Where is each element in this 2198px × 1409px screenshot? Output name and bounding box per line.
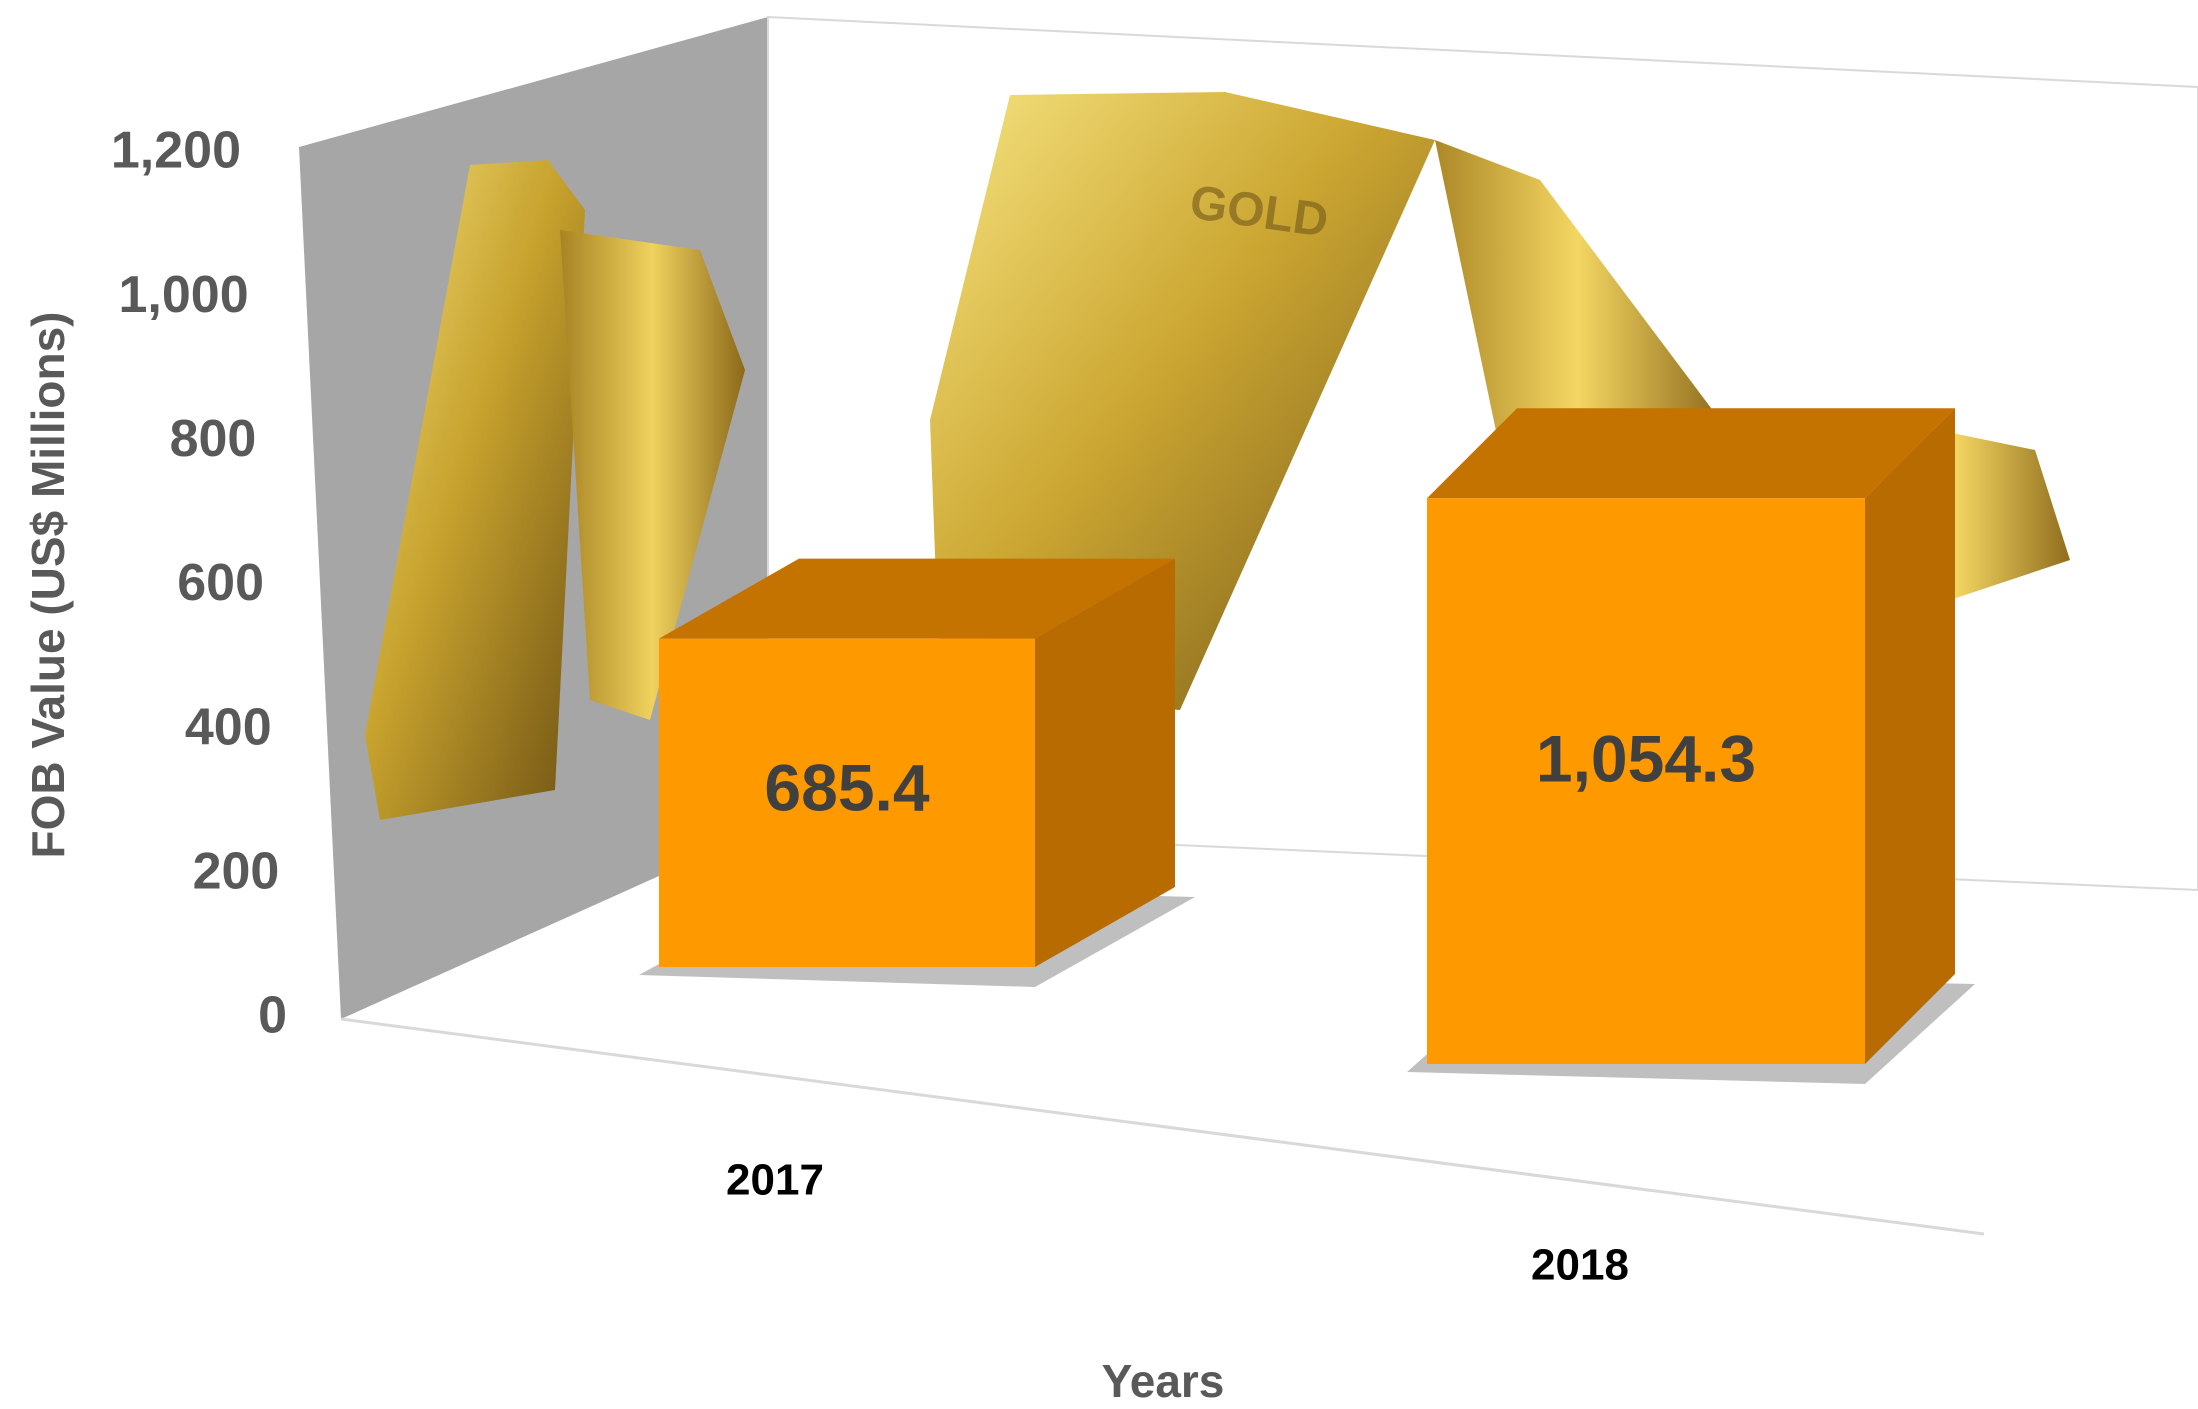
- bar-side: [1865, 408, 1955, 1064]
- bar: [1427, 498, 1865, 1064]
- bar-top: [659, 558, 1175, 639]
- data-label: 685.4: [764, 750, 929, 824]
- data-label: 1,054.3: [1536, 722, 1756, 796]
- bar-top: [1427, 408, 1955, 499]
- y-tick-label: 800: [170, 410, 257, 468]
- x-tick-label: 2018: [1531, 1241, 1629, 1290]
- background-image: GOLD: [365, 92, 2070, 820]
- bar: [659, 638, 1035, 967]
- floor-line: [340, 1017, 1985, 1236]
- y-tick-label: 1,000: [119, 266, 249, 324]
- y-tick-label: 0: [258, 987, 287, 1045]
- bar-side: [1035, 558, 1175, 967]
- x-tick-label: 2017: [726, 1156, 824, 1205]
- y-tick-label: 400: [185, 698, 272, 756]
- y-tick-label: 1,200: [111, 122, 241, 180]
- y-tick-label: 600: [177, 554, 264, 612]
- y-tick-label: 200: [193, 843, 280, 901]
- x-axis-title: Years: [1102, 1355, 1225, 1407]
- y-axis-title: FOB Value (US$ Millions): [22, 312, 74, 859]
